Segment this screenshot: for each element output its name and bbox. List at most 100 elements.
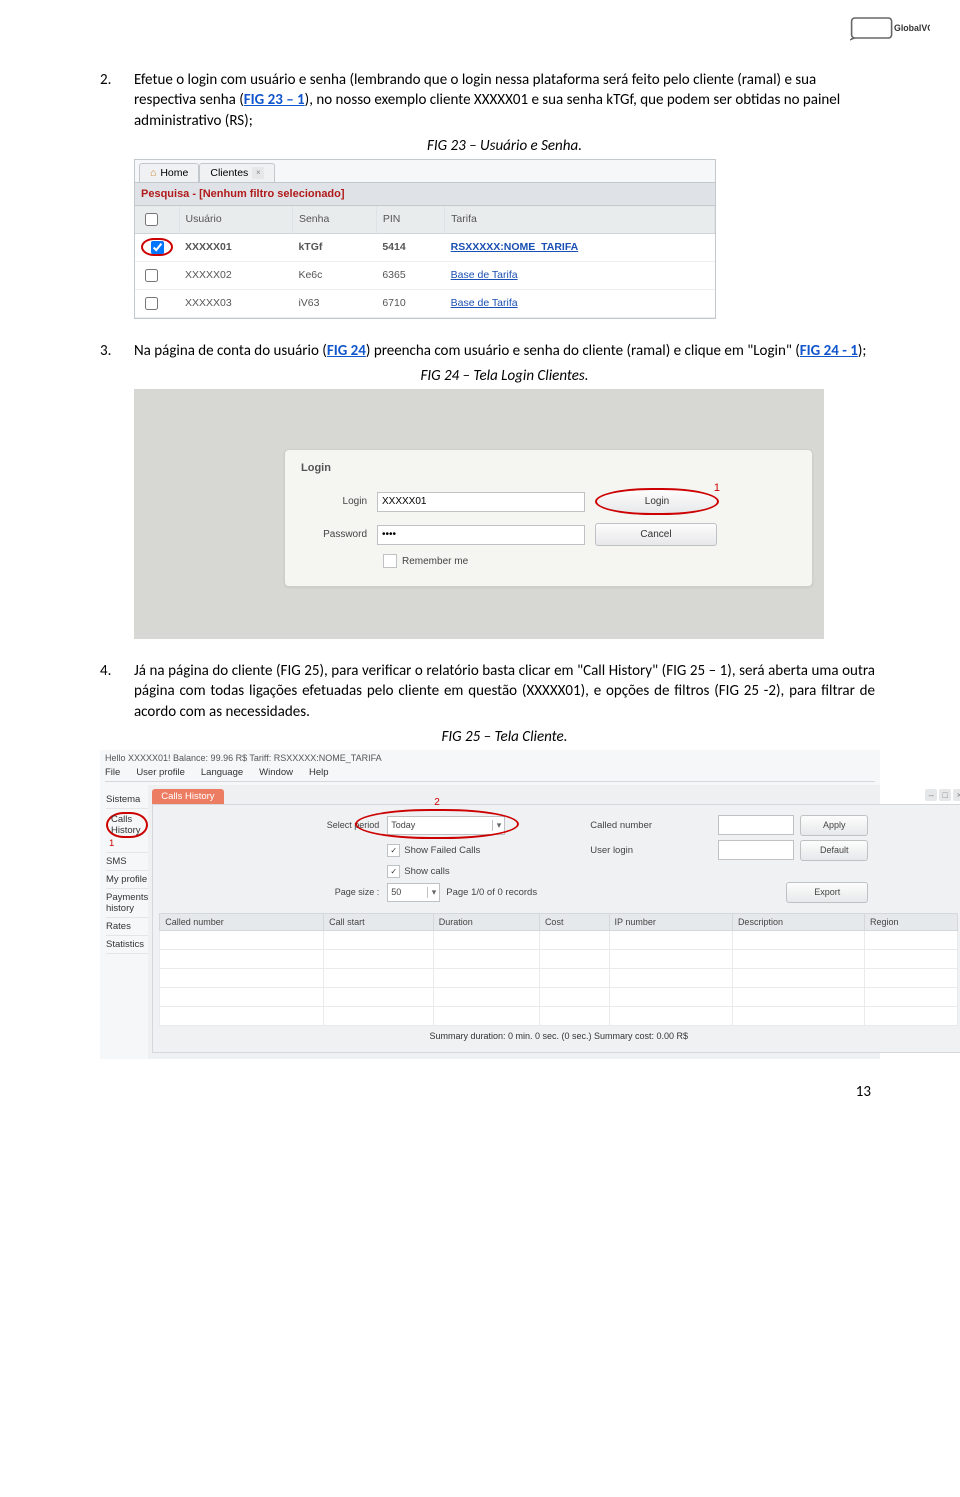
password-input[interactable] [377, 525, 585, 545]
chevron-down-icon: ▾ [427, 887, 437, 898]
min-icon[interactable]: – [925, 789, 937, 801]
sidebar-calls-history[interactable]: Calls History1 [106, 809, 148, 853]
col-desc: Description [732, 913, 864, 930]
default-button[interactable]: Default [800, 840, 868, 861]
login-panel: 1 Login Login Login Password Cancel Reme… [284, 449, 813, 587]
export-button[interactable]: Export [786, 882, 868, 903]
col-cost: Cost [539, 913, 609, 930]
table-row[interactable]: XXXXX02 Ke6c 6365 Base de Tarifa [135, 261, 715, 289]
login-label: Login [301, 496, 367, 507]
page-size-select[interactable]: 50 ▾ [387, 883, 440, 902]
table-row [160, 930, 958, 949]
col-duration: Duration [433, 913, 539, 930]
fig24-screenshot: 1 Login Login Login Password Cancel Reme… [134, 389, 824, 639]
col-ip: IP number [609, 913, 732, 930]
table-row[interactable]: XXXXX01 kTGf 5414 RSXXXXX:NOME_TARIFA [135, 233, 715, 261]
apply-button[interactable]: Apply [800, 815, 868, 836]
svg-text:GlobalVOX: GlobalVOX [894, 23, 930, 33]
text: Na página de conta do usuário ( [134, 342, 327, 360]
sidebar-rates[interactable]: Rates [106, 918, 148, 936]
cell: iV63 [292, 289, 376, 317]
menu-user-profile[interactable]: User profile [136, 767, 185, 778]
table-row [160, 949, 958, 968]
called-input[interactable] [718, 815, 794, 835]
row-checkbox[interactable] [151, 241, 164, 254]
select-all-checkbox[interactable] [145, 213, 158, 226]
tariff-link[interactable]: Base de Tarifa [451, 269, 518, 281]
fig-ref: FIG 23 – 1 [244, 91, 305, 109]
login-input[interactable] [377, 492, 585, 512]
tab-calls-history[interactable]: Calls History [152, 789, 223, 804]
sidebar-sistema[interactable]: Sistema [106, 791, 148, 809]
tariff-link[interactable]: Base de Tarifa [451, 297, 518, 309]
cell: kTGf [292, 233, 376, 261]
sidebar-my-profile[interactable]: My profile [106, 871, 148, 889]
menu-help[interactable]: Help [309, 767, 329, 778]
show-failed-checkbox[interactable]: ✓ [387, 844, 400, 857]
remember-checkbox[interactable] [383, 554, 397, 568]
annotation-2: 2 [434, 797, 440, 808]
home-icon: ⌂ [150, 167, 156, 179]
clients-table: Usuário Senha PIN Tarifa XXXXX01 kTGf 54… [135, 206, 715, 318]
section-3: 3. Na página de conta do usuário (FIG 24… [100, 341, 875, 361]
period-label: Select period [249, 820, 379, 830]
section-4: 4. Já na página do cliente (FIG 25), par… [100, 661, 875, 722]
fig-ref: FIG 24 [327, 342, 366, 360]
highlight-oval [141, 238, 173, 256]
page-size-label: Page size : [249, 887, 379, 897]
show-calls-label: Show calls [404, 866, 449, 877]
sidebar-statistics[interactable]: Statistics [106, 936, 148, 954]
list-number: 2. [100, 70, 111, 90]
login-button[interactable]: Login [595, 488, 719, 515]
cell: 6365 [376, 261, 444, 289]
col-start: Call start [324, 913, 434, 930]
cell: Ke6c [292, 261, 376, 289]
fig25-caption: FIG 25 – Tela Cliente. [100, 728, 875, 746]
window-controls: –□× [925, 789, 960, 804]
menu-window[interactable]: Window [259, 767, 293, 778]
col-usuario: Usuário [179, 206, 292, 234]
remember-label: Remember me [402, 556, 468, 567]
col-region: Region [865, 913, 958, 930]
tab-label: Home [160, 167, 188, 179]
close-icon[interactable]: × [953, 789, 960, 801]
close-icon[interactable]: × [252, 167, 264, 179]
logo: GlobalVOX [850, 10, 930, 55]
home-tab[interactable]: ⌂ Home [139, 163, 199, 182]
cell: XXXXX01 [179, 233, 292, 261]
row-checkbox[interactable] [145, 297, 158, 310]
fig25-screenshot: Hello XXXXX01! Balance: 99.96 R$ Tariff:… [100, 750, 880, 1059]
search-bar: Pesquisa - [Nenhum filtro selecionado] [135, 183, 715, 206]
select-value: 50 [391, 887, 401, 897]
menu-file[interactable]: File [105, 767, 120, 778]
list-number: 4. [100, 661, 111, 681]
menu-language[interactable]: Language [201, 767, 243, 778]
panel-title: Login [301, 462, 796, 474]
fig23-screenshot: ⌂ Home Clientes× Pesquisa - [Nenhum filtr… [134, 159, 716, 319]
tariff-link[interactable]: RSXXXXX:NOME_TARIFA [451, 241, 579, 253]
show-calls-checkbox[interactable]: ✓ [387, 865, 400, 878]
list-number: 3. [100, 341, 111, 361]
table-row [160, 987, 958, 1006]
page-number: 13 [100, 1083, 875, 1101]
sidebar-sms[interactable]: SMS [106, 853, 148, 871]
sidebar-payments[interactable]: Payments history [106, 889, 148, 918]
show-failed-label: Show Failed Calls [404, 845, 480, 856]
text: ); [858, 342, 867, 360]
row-checkbox[interactable] [145, 269, 158, 282]
cell: 6710 [376, 289, 444, 317]
period-select[interactable]: Today▾ [387, 816, 505, 835]
user-input[interactable] [718, 840, 794, 860]
table-row [160, 968, 958, 987]
fig-ref: FIG 24 - 1 [800, 342, 858, 360]
col-called: Called number [160, 913, 324, 930]
clientes-tab[interactable]: Clientes× [199, 163, 275, 182]
password-label: Password [301, 529, 367, 540]
table-row[interactable]: XXXXX03 iV63 6710 Base de Tarifa [135, 289, 715, 317]
fig23-caption: FIG 23 – Usuário e Senha. [100, 137, 875, 155]
called-label: Called number [590, 820, 652, 831]
page-info: Page 1/0 of 0 records [446, 887, 537, 898]
summary-text: Summary duration: 0 min. 0 sec. (0 sec.)… [159, 1026, 958, 1046]
max-icon[interactable]: □ [939, 789, 951, 801]
cancel-button[interactable]: Cancel [595, 523, 717, 546]
